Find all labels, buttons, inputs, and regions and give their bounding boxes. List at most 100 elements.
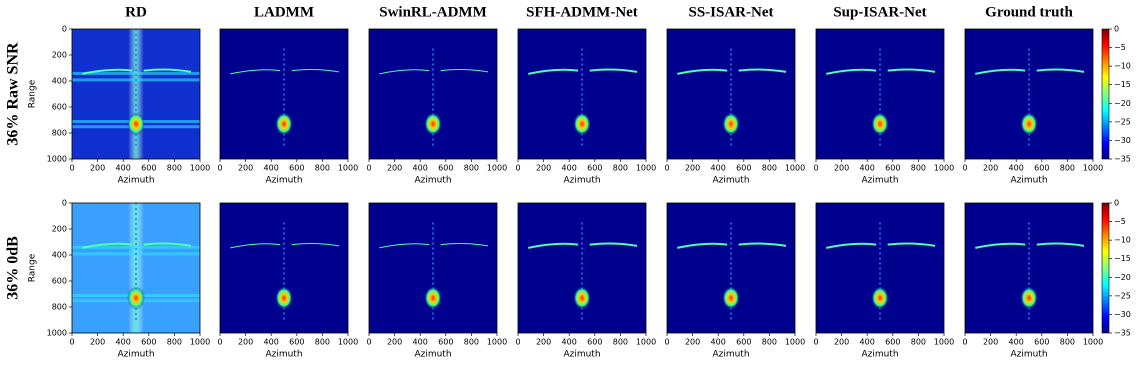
wing bbox=[677, 242, 787, 249]
x-tick-label: 600 bbox=[438, 338, 453, 347]
y-tick-label: 600 bbox=[52, 277, 67, 286]
x-tick-label: 200 bbox=[685, 338, 700, 347]
column-title: SFH-ADMM-Net bbox=[526, 4, 638, 20]
wing bbox=[379, 243, 489, 249]
y-tick-label: 400 bbox=[52, 251, 67, 260]
panel: 0 200 400 600 800 1000 Azimuth bbox=[664, 202, 805, 360]
x-tick-label: 1000 bbox=[934, 164, 954, 173]
target-body bbox=[1020, 112, 1038, 136]
colorbar-tick-label: −15 bbox=[1114, 80, 1131, 89]
x-tick-label: 1000 bbox=[1083, 338, 1103, 347]
x-tick-label: 0 bbox=[366, 164, 371, 173]
x-axis-label: Azimuth bbox=[861, 176, 898, 186]
x-tick-label: 1000 bbox=[190, 164, 210, 173]
target-body bbox=[573, 112, 591, 136]
x-tick-label: 200 bbox=[238, 164, 253, 173]
x-tick-label: 600 bbox=[736, 164, 751, 173]
panel: 0 200 400 600 800 1000 Azimuth bbox=[515, 28, 656, 186]
wing bbox=[82, 242, 192, 249]
x-tick-label: 200 bbox=[238, 338, 253, 347]
row-label: 36% Raw SNR bbox=[5, 42, 22, 146]
x-tick-label: 1000 bbox=[636, 338, 656, 347]
colorbar-tick-label: −10 bbox=[1114, 62, 1131, 71]
x-tick-label: 400 bbox=[264, 164, 279, 173]
target-body bbox=[871, 112, 889, 136]
y-tick-label: 0 bbox=[62, 25, 67, 34]
x-tick-label: 200 bbox=[387, 338, 402, 347]
x-tick-label: 1000 bbox=[785, 164, 805, 173]
y-tick-label: 600 bbox=[52, 103, 67, 112]
panel: 0 200 400 600 800 1000 Azimuth bbox=[217, 28, 358, 186]
target-body bbox=[127, 112, 145, 136]
target-body bbox=[573, 286, 591, 310]
wing bbox=[826, 242, 936, 249]
x-tick-label: 0 bbox=[366, 338, 371, 347]
frame bbox=[517, 202, 647, 334]
colorbar-tick-label: 0 bbox=[1114, 25, 1119, 34]
x-tick-label: 1000 bbox=[934, 338, 954, 347]
frame bbox=[71, 28, 201, 160]
x-axis-label: Azimuth bbox=[712, 350, 749, 360]
x-tick-label: 1000 bbox=[338, 338, 358, 347]
x-tick-label: 600 bbox=[438, 164, 453, 173]
frame bbox=[964, 28, 1094, 160]
colorbar-tick-label: −15 bbox=[1114, 254, 1131, 263]
x-tick-label: 600 bbox=[885, 338, 900, 347]
frame bbox=[815, 28, 945, 160]
colorbar-tick-label: −35 bbox=[1114, 329, 1131, 338]
colorbar-tick-label: −30 bbox=[1114, 136, 1131, 145]
x-axis-label: Azimuth bbox=[1010, 176, 1047, 186]
y-axis-label: Range bbox=[28, 79, 38, 108]
x-tick-label: 400 bbox=[860, 338, 875, 347]
colorbar-tick-label: −25 bbox=[1114, 291, 1131, 300]
y-tick-label: 400 bbox=[52, 77, 67, 86]
panel: 0 200 400 600 800 1000 Azimuth bbox=[813, 28, 954, 186]
colorbar bbox=[1101, 202, 1110, 334]
x-tick-label: 1000 bbox=[487, 164, 507, 173]
x-tick-label: 600 bbox=[289, 338, 304, 347]
x-tick-label: 400 bbox=[1009, 164, 1024, 173]
frame bbox=[815, 202, 945, 334]
x-tick-label: 0 bbox=[813, 164, 818, 173]
x-tick-label: 200 bbox=[536, 338, 551, 347]
x-tick-label: 0 bbox=[962, 164, 967, 173]
x-tick-label: 400 bbox=[711, 338, 726, 347]
x-tick-label: 0 bbox=[217, 338, 222, 347]
x-tick-label: 0 bbox=[217, 164, 222, 173]
x-axis-label: Azimuth bbox=[117, 350, 154, 360]
frame bbox=[71, 202, 201, 334]
x-tick-label: 1000 bbox=[338, 164, 358, 173]
x-tick-label: 200 bbox=[685, 164, 700, 173]
x-tick-label: 1000 bbox=[1083, 164, 1103, 173]
target-body bbox=[722, 286, 740, 310]
x-tick-label: 400 bbox=[562, 164, 577, 173]
frame bbox=[368, 28, 498, 160]
x-tick-label: 600 bbox=[1034, 338, 1049, 347]
column-title: SwinRL-ADMM bbox=[379, 4, 487, 20]
x-tick-label: 0 bbox=[962, 338, 967, 347]
colorbar bbox=[1101, 28, 1110, 160]
panel: 0 200 400 600 800 1000 Azimuth bbox=[962, 202, 1103, 360]
wing bbox=[975, 68, 1085, 75]
wing bbox=[975, 242, 1085, 249]
x-tick-label: 0 bbox=[664, 338, 669, 347]
frame bbox=[368, 202, 498, 334]
x-tick-label: 200 bbox=[983, 164, 998, 173]
frame bbox=[219, 28, 349, 160]
y-axis-label: Range bbox=[28, 253, 38, 282]
x-tick-label: 200 bbox=[834, 338, 849, 347]
x-tick-label: 200 bbox=[90, 338, 105, 347]
y-tick-label: 1000 bbox=[47, 155, 67, 164]
panel: 0 200 400 600 800 1000 Azimuth 0 200 400 600 800 100… bbox=[28, 199, 211, 360]
wing bbox=[528, 68, 638, 75]
colorbar-tick-label: −20 bbox=[1114, 273, 1131, 282]
x-axis-label: Azimuth bbox=[265, 176, 302, 186]
y-tick-label: 200 bbox=[52, 225, 67, 234]
x-axis-label: Azimuth bbox=[563, 350, 600, 360]
column-title: Sup-ISAR-Net bbox=[833, 4, 926, 20]
x-tick-label: 400 bbox=[860, 164, 875, 173]
x-tick-label: 200 bbox=[90, 164, 105, 173]
x-tick-label: 800 bbox=[315, 338, 330, 347]
wing bbox=[826, 68, 936, 75]
x-tick-label: 0 bbox=[813, 338, 818, 347]
